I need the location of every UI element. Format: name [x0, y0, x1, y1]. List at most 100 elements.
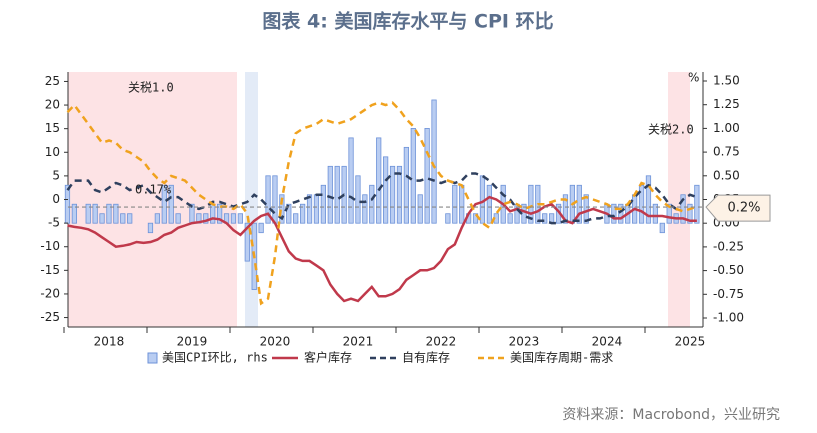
bar — [113, 203, 119, 224]
bar — [694, 184, 700, 224]
bar — [64, 184, 71, 224]
line — [66, 172, 698, 225]
bar — [258, 222, 264, 234]
y-tick-label: 20 — [45, 98, 60, 112]
bar — [403, 146, 409, 224]
bar — [659, 222, 665, 234]
bar — [71, 203, 77, 224]
bar — [327, 165, 333, 224]
y-tick-label: 5 — [52, 168, 60, 182]
bar — [217, 203, 223, 224]
bar — [300, 203, 306, 224]
legend-label: 美国CPI环比, rhs — [162, 351, 268, 365]
bar — [147, 222, 154, 234]
bar — [562, 194, 569, 224]
callout-label: 0.2% — [727, 201, 760, 216]
bar — [334, 165, 340, 224]
bar — [680, 194, 686, 224]
x-tick-label: 2019 — [177, 335, 208, 349]
bar — [244, 222, 250, 262]
x-tick-label: 2025 — [675, 335, 706, 349]
bar — [383, 156, 389, 224]
legend-label: 美国库存周期-需求 — [510, 350, 613, 365]
bar — [542, 213, 548, 224]
plot — [64, 99, 703, 306]
annotation: 关税1.0 — [128, 81, 174, 95]
bar — [265, 175, 271, 224]
bar — [396, 165, 403, 224]
y2-tick-label: -0.50 — [713, 263, 744, 277]
y-tick-label: -5 — [48, 216, 60, 230]
y2-tick-label: 1.25 — [713, 97, 740, 111]
legend-label: 客户库存 — [304, 350, 352, 365]
bar — [452, 184, 458, 224]
y2-tick-label: 1.50 — [713, 74, 740, 88]
bar — [230, 213, 237, 224]
bar — [431, 99, 437, 224]
x-tick-label: 2018 — [94, 335, 125, 349]
bar — [293, 213, 299, 224]
tariff-shade — [68, 72, 237, 327]
bar — [127, 213, 133, 224]
bar — [320, 184, 326, 224]
y-tick-label: 15 — [45, 121, 60, 135]
legend-label: 自有库存 — [402, 350, 450, 365]
bar — [424, 128, 430, 224]
bar — [161, 184, 167, 224]
y-tick-label: -25 — [40, 310, 60, 324]
bar — [279, 194, 285, 224]
y2-tick-label: 0.50 — [713, 168, 740, 182]
bar — [618, 203, 624, 224]
x-tick-label: 2020 — [260, 335, 291, 349]
bar — [687, 203, 693, 224]
y2-unit: % — [688, 71, 699, 85]
y2-tick-label: 1.00 — [713, 121, 740, 135]
bar — [286, 203, 292, 224]
bar — [272, 175, 278, 224]
bar — [203, 213, 209, 224]
y2-tick-label: 0.75 — [713, 145, 740, 159]
bar — [313, 194, 320, 224]
bar — [120, 213, 126, 224]
bar — [154, 213, 160, 224]
source: 资料来源：Macrobond，兴业研究 — [562, 407, 780, 423]
x-tick-label: 2022 — [426, 335, 457, 349]
y-tick-label: 10 — [45, 145, 60, 159]
bar — [85, 203, 91, 224]
bar — [410, 128, 416, 224]
y-tick-label: -20 — [40, 286, 60, 300]
line — [67, 195, 697, 303]
annotation: 关税2.0 — [648, 123, 694, 137]
x-tick-label: 2024 — [592, 335, 623, 349]
y-tick-label: -10 — [40, 239, 60, 253]
callout-box — [705, 194, 771, 222]
bar — [459, 184, 465, 224]
bar — [369, 184, 375, 224]
reference-label: 0.17% — [135, 183, 172, 197]
bar — [376, 137, 382, 224]
bar — [417, 194, 423, 224]
bar — [362, 194, 368, 224]
bar — [237, 213, 243, 224]
bar — [92, 203, 98, 224]
bar — [348, 137, 354, 224]
bar — [507, 213, 513, 224]
bar — [175, 213, 181, 224]
bar — [168, 184, 174, 224]
bar — [106, 203, 112, 224]
bar — [389, 165, 396, 224]
bar — [355, 175, 361, 224]
y-tick-label: -15 — [40, 263, 60, 277]
y-tick-label: 25 — [45, 74, 60, 88]
bar — [611, 203, 617, 224]
x-tick-label: 2023 — [509, 335, 540, 349]
tariff-shade — [668, 72, 690, 327]
legend-swatch — [147, 352, 158, 364]
y2-tick-label: -0.75 — [713, 287, 744, 301]
y2-tick-label: -0.25 — [713, 239, 744, 253]
bar — [576, 184, 582, 224]
line — [66, 101, 698, 306]
bar — [528, 184, 534, 224]
bar — [486, 184, 492, 224]
